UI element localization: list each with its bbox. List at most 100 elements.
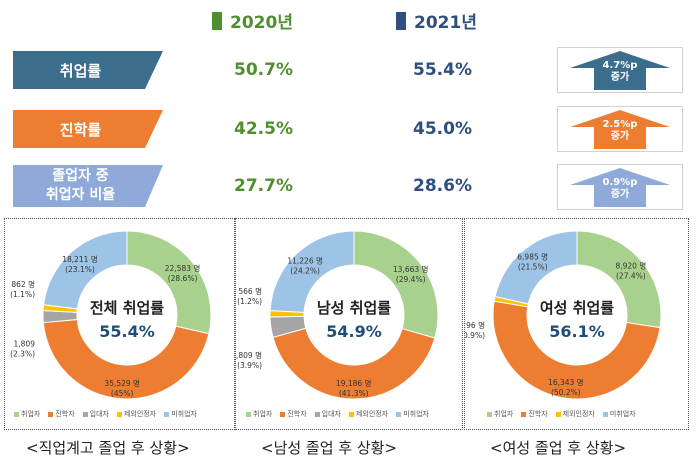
legend-label: 취업자 xyxy=(21,410,41,418)
donut-center-value: 54.9% xyxy=(326,322,382,341)
legend-2020: 2020년 xyxy=(212,8,293,33)
row-employment-rate: 취업률 xyxy=(13,48,681,92)
row-graduate-employment: 졸업자 중 취업자 비율 xyxy=(13,163,681,209)
slice-value-label: 6,985 명 xyxy=(517,252,548,262)
donut-slice-미취업자 xyxy=(494,230,578,305)
panel-female: 8,920 명(27.4%) 16,343 명(50.2%) 296 명(0.9%)… xyxy=(460,218,689,430)
slice-pct-label: (50.2%) xyxy=(551,388,581,397)
up-arrow-icon xyxy=(570,168,670,207)
diff-value: 0.9%p xyxy=(602,177,638,188)
legend-swatch xyxy=(116,411,122,417)
donut-chart-female: 8,920 명(27.4%) 16,343 명(50.2%) 296 명(0.9%)… xyxy=(460,230,662,400)
legend-label-2020: 2020년 xyxy=(230,13,293,33)
donut-slice-취업자 xyxy=(353,230,439,339)
legend-swatch xyxy=(48,411,54,417)
legend-label: 제외인정자 xyxy=(355,410,389,418)
row-label-shape xyxy=(13,51,163,89)
legend-item-제외인정자: 제외인정자 xyxy=(348,409,389,419)
legend-male: 취업자 진학자 입대자 제외인정자 미취업자 xyxy=(246,409,429,419)
row-label: 졸업자 중 취업자 비율 xyxy=(13,167,148,205)
legend-item-제외인정자: 제외인정자 xyxy=(116,409,156,419)
legend-swatch xyxy=(314,411,320,417)
slice-value-label: 13,663 명 xyxy=(393,264,429,274)
slice-value-label: 19,186 명 xyxy=(336,378,372,388)
legend-swatch xyxy=(348,411,354,417)
diff-box-graduate: 0.9%p 증가 xyxy=(557,164,683,210)
donut-slice-진학자 xyxy=(492,300,661,400)
legend-item-진학자: 진학자 xyxy=(48,409,75,419)
slice-pct-label: (0.9%) xyxy=(465,331,485,340)
value-2020-advancement: 42.5% xyxy=(234,119,293,139)
legend-swatch xyxy=(164,411,170,417)
donut-slice-미취업자 xyxy=(43,230,128,310)
legend-item-미취업자: 미취업자 xyxy=(602,409,636,419)
legend-item-취업자: 취업자 xyxy=(487,409,513,419)
legend-swatch xyxy=(602,411,608,417)
slice-value-label: 862 명 xyxy=(11,279,35,289)
value-2021-advancement: 45.0% xyxy=(413,119,472,139)
row-label: 진학률 xyxy=(59,120,102,139)
value-2020-employment: 50.7% xyxy=(234,60,293,80)
slice-value-label: 296 명 xyxy=(465,320,485,330)
legend-swatch xyxy=(280,411,286,417)
legend-item-진학자: 진학자 xyxy=(521,409,548,419)
donut-center-title: 여성 취업률 xyxy=(540,299,614,317)
donut-slice-진학자 xyxy=(42,318,210,400)
legend-label: 취업자 xyxy=(494,410,514,418)
slice-pct-label: (24.2%) xyxy=(290,267,320,276)
slice-pct-label: (27.4%) xyxy=(616,272,646,281)
slice-pct-label: (1.1%) xyxy=(10,290,35,299)
slice-pct-label: (45%) xyxy=(111,389,134,398)
diff-value: 2.5%p xyxy=(602,119,638,130)
legend-item-미취업자: 미취업자 xyxy=(396,409,429,419)
slice-value-label: 35,529 명 xyxy=(104,378,140,388)
legend-swatch xyxy=(396,411,402,417)
diff-label: 증가 xyxy=(610,131,630,142)
slice-pct-label: (2.3%) xyxy=(10,350,35,359)
legend-item-입대자: 입대자 xyxy=(314,409,341,419)
legend-item-취업자: 취업자 xyxy=(14,409,40,419)
donut-center-title: 전체 취업률 xyxy=(90,299,164,317)
legend-swatch-2021 xyxy=(396,11,406,30)
legend-item-진학자: 진학자 xyxy=(280,409,307,419)
slice-pct-label: (41.3%) xyxy=(339,389,369,398)
row-advancement-rate: 진학률 xyxy=(13,107,681,151)
legend-swatch xyxy=(246,411,251,417)
donut-chart-overall: 22,583 명(28.6%) 35,529 명(45%) 1,809(2.3%) 8… xyxy=(10,230,212,400)
legend-overall: 취업자 진학자 입대자 제외인정자 미취업자 xyxy=(14,409,197,419)
slice-value-label: 18,211 명 xyxy=(62,254,98,264)
slice-value-label: 22,583 명 xyxy=(165,263,201,273)
legend-swatch xyxy=(555,411,561,417)
slice-value-label: 566 명 xyxy=(238,286,262,296)
donut-center-value: 56.1% xyxy=(549,322,605,341)
panel-male: 13,663 명(29.4%) 19,186 명(41.3%) 1,809 명(3.… xyxy=(231,218,463,430)
caption-female: <여성 졸업 후 상황> xyxy=(490,439,627,457)
legend-item-입대자: 입대자 xyxy=(82,409,109,419)
panel-overall: 22,583 명 (28.6%) 35,529 명 (45%) 1,809 (2.3%) 8… xyxy=(4,218,235,430)
slice-value-label: 1,809 명 xyxy=(236,350,262,360)
value-2021-employment: 55.4% xyxy=(413,60,472,80)
legend-label: 미취업자 xyxy=(403,410,429,418)
row-label-line2: 취업자 비율 xyxy=(45,187,116,203)
legend-item-취업자: 취업자 xyxy=(246,409,272,419)
slice-pct-label: (3.9%) xyxy=(237,361,262,370)
legend-swatch-2020 xyxy=(212,11,222,30)
legend-female: 취업자 진학자 제외인정자 미취업자 xyxy=(487,409,636,419)
up-arrow-icon xyxy=(570,51,670,90)
diff-label: 증가 xyxy=(610,72,630,83)
legend-swatch xyxy=(521,411,527,417)
legend-swatch xyxy=(82,411,88,417)
slice-pct-label: (29.4%) xyxy=(396,275,426,284)
caption-male: <남성 졸업 후 상황> xyxy=(261,439,398,457)
donut-center-value: 55.4% xyxy=(99,322,155,341)
legend-2021: 2021년 xyxy=(396,8,477,33)
legend-label: 미취업자 xyxy=(609,410,636,418)
legend-item-제외인정자: 제외인정자 xyxy=(555,409,595,419)
legend-label: 취업자 xyxy=(253,410,273,418)
donut-center-title: 남성 취업률 xyxy=(317,299,391,317)
legend-swatch xyxy=(487,411,492,417)
slice-pct-label: (28.6%) xyxy=(168,274,198,283)
diff-box-advancement: 2.5%p 증가 xyxy=(557,106,683,152)
value-2021-graduate: 28.6% xyxy=(413,176,472,196)
donut-slice-진학자 xyxy=(272,327,436,400)
